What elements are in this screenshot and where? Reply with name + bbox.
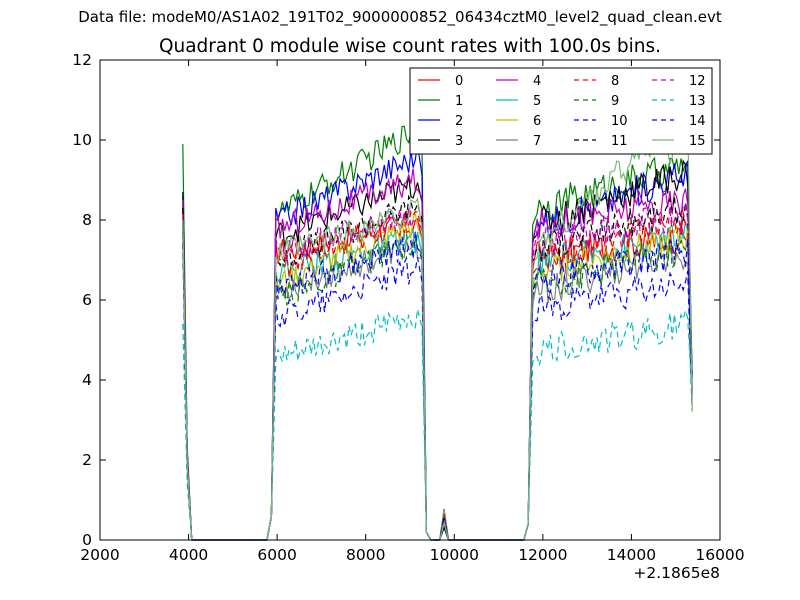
x-tick-label: 4000 xyxy=(169,546,208,564)
series-line-12 xyxy=(182,202,693,541)
legend-label-4: 4 xyxy=(533,74,541,89)
legend-label-15: 15 xyxy=(689,134,706,149)
series-layer xyxy=(182,103,693,541)
legend-label-10: 10 xyxy=(611,114,628,129)
y-tick-label: 6 xyxy=(82,291,92,309)
axes-layer: 2000 4000 6000 8000 10000 12000 14000 16000 0 2 4 6… xyxy=(72,51,744,582)
legend-label-9: 9 xyxy=(611,94,619,109)
figure-suptitle: Data file: modeM0/AS1A02_191T02_90000008… xyxy=(78,8,722,26)
legend-label-12: 12 xyxy=(689,74,706,89)
legend-label-7: 7 xyxy=(533,134,541,149)
x-tick-label: 16000 xyxy=(695,546,744,564)
legend-label-8: 8 xyxy=(611,74,619,89)
x-tick-label: 8000 xyxy=(346,546,385,564)
legend-label-14: 14 xyxy=(689,114,706,129)
legend-label-1: 1 xyxy=(455,94,463,109)
legend-label-13: 13 xyxy=(689,94,706,109)
legend-label-11: 11 xyxy=(611,134,628,149)
series-line-10 xyxy=(182,243,693,541)
legend-label-3: 3 xyxy=(455,134,463,149)
y-tick-label: 12 xyxy=(72,51,92,69)
y-tick-label: 8 xyxy=(82,211,92,229)
chart-title: Quadrant 0 module wise count rates with … xyxy=(158,36,662,57)
x-tick-label: 6000 xyxy=(257,546,296,564)
y-tick-label: 4 xyxy=(82,371,92,389)
legend-label-2: 2 xyxy=(455,114,463,129)
x-tick-label: 10000 xyxy=(430,546,479,564)
x-tick-label: 2000 xyxy=(80,546,119,564)
series-line-15 xyxy=(182,103,693,541)
series-line-8 xyxy=(182,209,693,541)
y-tick-label: 2 xyxy=(82,451,92,469)
legend-label-0: 0 xyxy=(455,74,463,89)
x-offset-label: +2.1865e8 xyxy=(633,564,720,582)
y-tick-label: 0 xyxy=(82,531,92,549)
legend-label-6: 6 xyxy=(533,114,541,129)
x-tick-label: 14000 xyxy=(607,546,656,564)
legend-label-5: 5 xyxy=(533,94,541,109)
y-tick-label: 10 xyxy=(72,131,92,149)
x-tick-label: 12000 xyxy=(518,546,567,564)
